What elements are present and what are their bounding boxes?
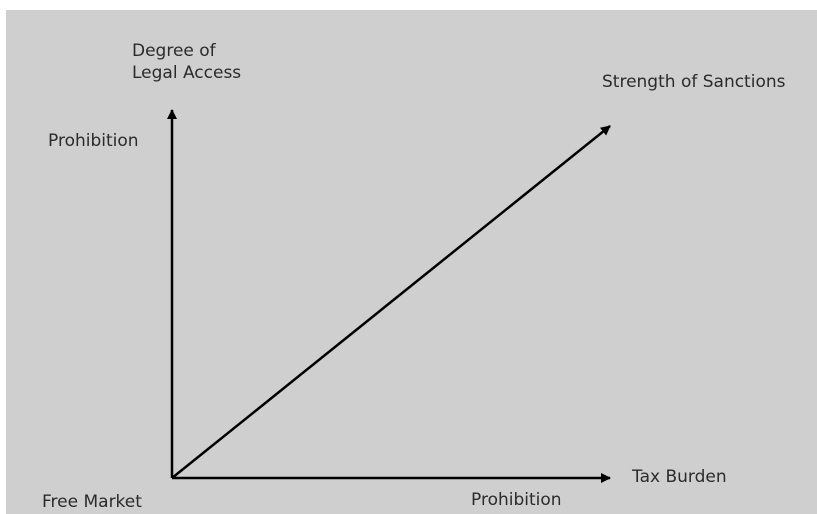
origin-label: Free Market bbox=[42, 492, 142, 512]
x-axis-end-label: Prohibition bbox=[471, 490, 562, 510]
diagonal-axis-line bbox=[171, 125, 611, 479]
x-axis-title: Tax Burden bbox=[632, 467, 727, 487]
diagonal-axis-label: Strength of Sanctions bbox=[602, 72, 786, 92]
y-axis-title: Degree of Legal Access bbox=[132, 41, 242, 83]
y-axis-top-label: Prohibition bbox=[48, 131, 139, 151]
diagram-panel bbox=[6, 10, 817, 514]
